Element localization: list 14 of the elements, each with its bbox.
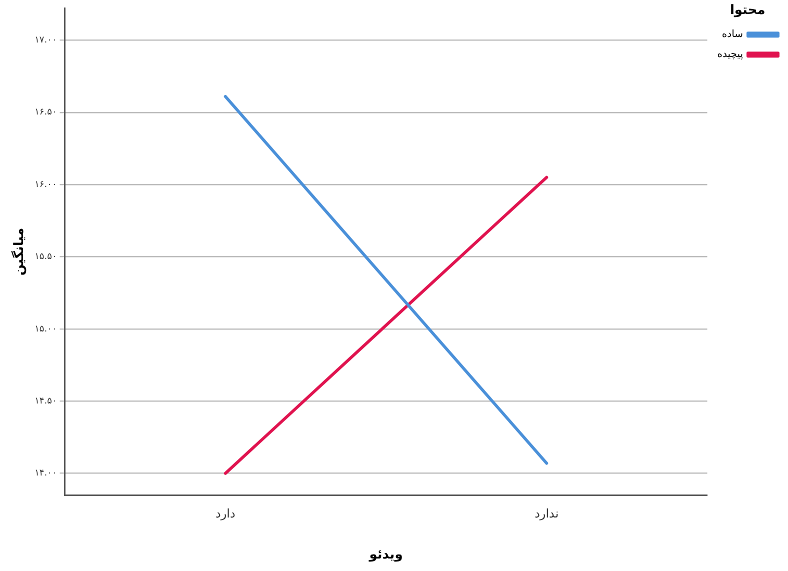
y-axis-title: میانگین — [11, 228, 28, 276]
y-tick-label: ۱۶.۰۰ — [34, 180, 57, 190]
x-tick-label: دارد — [215, 506, 236, 520]
y-tick-label: ۱۴.۵۰ — [34, 396, 57, 406]
legend-title: محتوا — [730, 2, 766, 18]
y-tick-label: ۱۷.۰۰ — [34, 36, 57, 46]
x-axis-title: ویدئو — [368, 548, 403, 563]
y-tick-label: ۱۵.۵۰ — [34, 252, 57, 262]
legend-label: ساده — [722, 29, 743, 40]
y-tick-label: ۱۴.۰۰ — [34, 468, 57, 479]
x-tick-label: ندارد — [534, 506, 559, 520]
y-tick-label: ۱۵.۰۰ — [34, 324, 57, 334]
legend-label: پیچیده — [717, 49, 744, 60]
y-tick-label: ۱۶.۵۰ — [34, 108, 57, 118]
